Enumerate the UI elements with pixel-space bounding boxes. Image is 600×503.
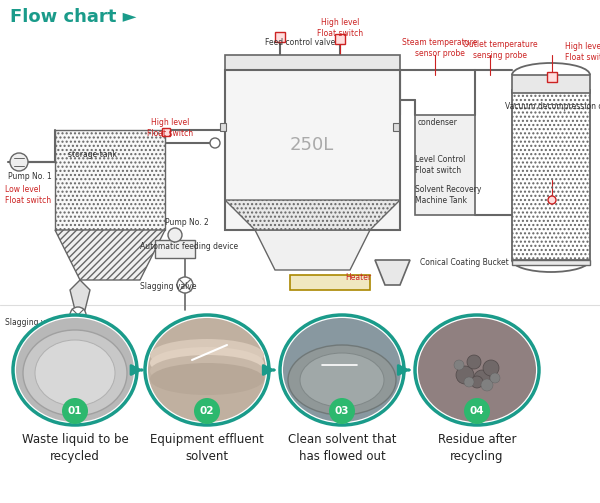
Ellipse shape bbox=[13, 315, 137, 425]
Text: 04: 04 bbox=[470, 406, 484, 416]
Bar bbox=[547, 72, 557, 82]
Bar bbox=[225, 55, 400, 70]
Text: High level
Float switch: High level Float switch bbox=[147, 118, 193, 138]
Polygon shape bbox=[70, 280, 90, 310]
Polygon shape bbox=[375, 260, 410, 285]
Ellipse shape bbox=[288, 345, 396, 415]
Text: 01: 01 bbox=[68, 406, 82, 416]
Ellipse shape bbox=[283, 318, 401, 422]
Ellipse shape bbox=[150, 355, 264, 387]
Bar bbox=[415, 115, 475, 215]
Text: storage tank: storage tank bbox=[68, 150, 117, 159]
Text: Residue after
recycling: Residue after recycling bbox=[438, 433, 516, 463]
Circle shape bbox=[10, 153, 28, 171]
Circle shape bbox=[210, 138, 220, 148]
Bar bbox=[512, 260, 590, 265]
Ellipse shape bbox=[150, 363, 264, 395]
Text: Slagging valve: Slagging valve bbox=[140, 282, 197, 291]
Ellipse shape bbox=[280, 315, 404, 425]
Bar bbox=[512, 75, 590, 93]
Circle shape bbox=[467, 355, 481, 369]
Text: High level
Float switch: High level Float switch bbox=[317, 18, 363, 38]
Ellipse shape bbox=[16, 318, 134, 422]
Text: ZZK: ZZK bbox=[263, 158, 361, 202]
Bar bbox=[220, 123, 226, 131]
Bar bbox=[275, 32, 285, 42]
Polygon shape bbox=[225, 200, 400, 230]
Bar bbox=[155, 240, 195, 258]
Circle shape bbox=[548, 196, 556, 204]
Circle shape bbox=[474, 370, 490, 386]
Text: High level
Float switch: High level Float switch bbox=[565, 42, 600, 62]
Circle shape bbox=[483, 360, 499, 376]
Text: Conical Coating Bucket: Conical Coating Bucket bbox=[420, 258, 509, 267]
Text: Clean solvent that
has flowed out: Clean solvent that has flowed out bbox=[288, 433, 396, 463]
Text: condenser: condenser bbox=[418, 118, 458, 127]
Circle shape bbox=[62, 398, 88, 424]
Bar bbox=[290, 275, 370, 290]
Ellipse shape bbox=[148, 318, 266, 422]
Text: Feed control valve: Feed control valve bbox=[265, 38, 335, 47]
Bar bbox=[225, 70, 400, 230]
Circle shape bbox=[464, 398, 490, 424]
Text: Pump No. 1: Pump No. 1 bbox=[8, 172, 52, 181]
Ellipse shape bbox=[145, 315, 269, 425]
Circle shape bbox=[471, 376, 483, 388]
Text: 02: 02 bbox=[200, 406, 214, 416]
Text: 03: 03 bbox=[335, 406, 349, 416]
Circle shape bbox=[454, 360, 464, 370]
Ellipse shape bbox=[23, 330, 127, 416]
Circle shape bbox=[168, 228, 182, 242]
Circle shape bbox=[177, 277, 193, 293]
Circle shape bbox=[70, 307, 86, 323]
Bar bbox=[512, 90, 590, 260]
Text: Flow chart ►: Flow chart ► bbox=[10, 8, 137, 26]
Ellipse shape bbox=[35, 340, 115, 406]
Bar bbox=[162, 128, 170, 136]
Ellipse shape bbox=[150, 339, 264, 371]
Text: Pump No. 2: Pump No. 2 bbox=[165, 218, 209, 227]
Bar bbox=[393, 123, 399, 131]
Bar bbox=[55, 130, 165, 230]
Circle shape bbox=[456, 366, 474, 384]
Text: Automatic feeding device: Automatic feeding device bbox=[140, 242, 238, 251]
Text: Steam temperature
sensor probe: Steam temperature sensor probe bbox=[403, 38, 478, 58]
Text: Equipment effluent
solvent: Equipment effluent solvent bbox=[150, 433, 264, 463]
Text: Waste liquid to be
recycled: Waste liquid to be recycled bbox=[22, 433, 128, 463]
Text: Vacuum decompression device: Vacuum decompression device bbox=[505, 102, 600, 111]
Circle shape bbox=[329, 398, 355, 424]
Polygon shape bbox=[55, 230, 165, 280]
Bar bbox=[335, 34, 345, 44]
Text: Slagging valve: Slagging valve bbox=[5, 318, 62, 327]
Ellipse shape bbox=[415, 315, 539, 425]
Ellipse shape bbox=[418, 318, 536, 422]
Text: Solvent Recovery
Machine Tank: Solvent Recovery Machine Tank bbox=[415, 185, 481, 205]
Circle shape bbox=[194, 398, 220, 424]
Text: Heater: Heater bbox=[345, 273, 371, 282]
Polygon shape bbox=[255, 230, 370, 270]
Text: Level Control
Float switch: Level Control Float switch bbox=[415, 155, 466, 175]
Ellipse shape bbox=[300, 353, 384, 407]
Circle shape bbox=[481, 379, 493, 391]
Text: Outlet temperature
sensing probe: Outlet temperature sensing probe bbox=[463, 40, 538, 60]
Circle shape bbox=[490, 373, 500, 383]
Circle shape bbox=[464, 377, 474, 387]
Ellipse shape bbox=[150, 347, 264, 379]
Text: 250L: 250L bbox=[290, 136, 334, 154]
Text: Low level
Float switch: Low level Float switch bbox=[5, 185, 51, 205]
